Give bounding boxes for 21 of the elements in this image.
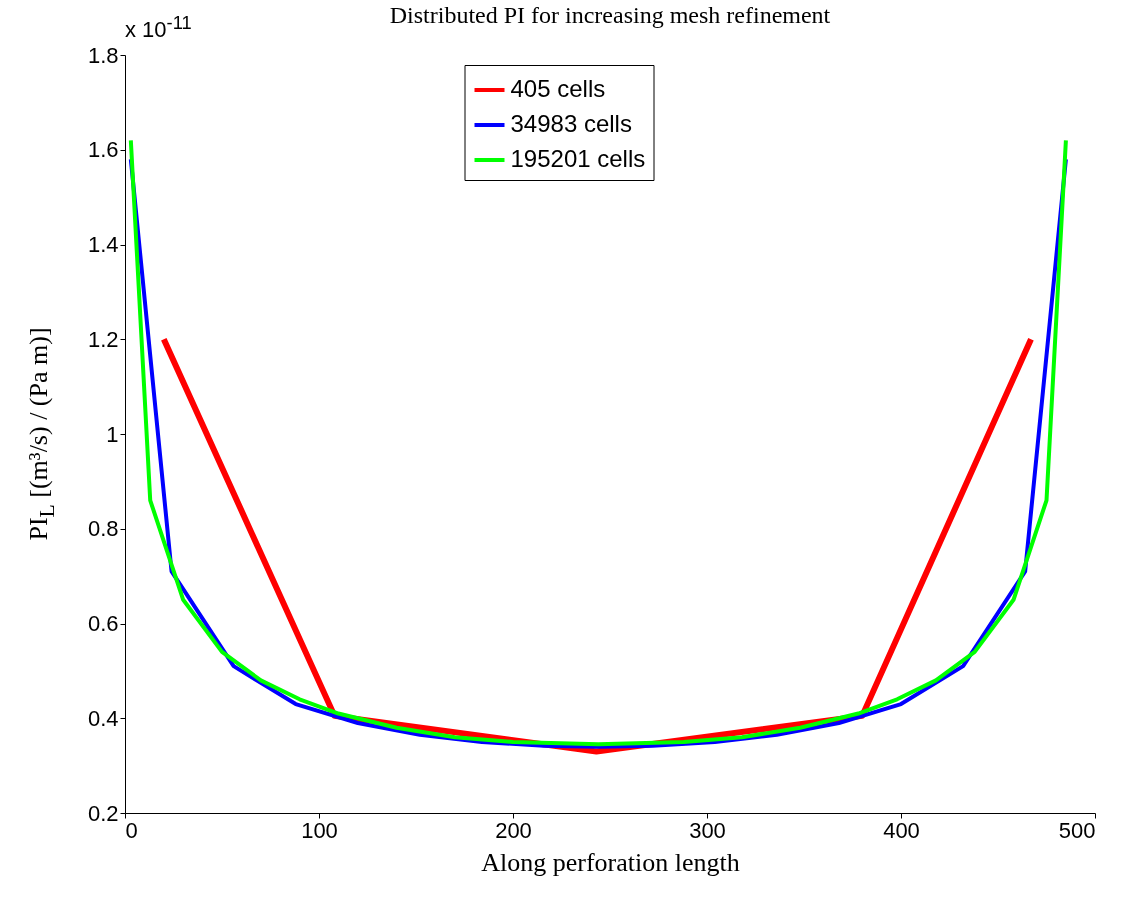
y-tick-label: 1.6 <box>87 137 119 163</box>
x-tick-label: 400 <box>883 817 920 843</box>
y-tick-label: 0.4 <box>87 705 119 731</box>
y-tick-label: 1.2 <box>87 326 119 352</box>
y-tick-label: 0.6 <box>87 611 119 636</box>
x-tick-label: 200 <box>495 817 532 843</box>
y-tick-label: 1 <box>106 421 119 447</box>
legend-label: 405 cells <box>510 75 606 102</box>
y-tick-label: 1.8 <box>87 42 119 68</box>
x-tick-label: 0 <box>125 817 138 843</box>
x-tick-label: 100 <box>301 817 338 843</box>
legend-label: 195201 cells <box>510 145 646 172</box>
y-tick-label: 0.2 <box>87 800 119 826</box>
y-tick-label: 0.8 <box>87 516 119 542</box>
y-tick-label: 1.4 <box>87 232 119 257</box>
text: x 10$^{-11}$ <box>125 12 192 44</box>
x-tick-label: 300 <box>689 817 726 843</box>
chart-title: Distributed PI for increasing mesh refinement <box>389 2 831 28</box>
x-tick-label: 500 <box>1058 817 1096 843</box>
legend-label: 34983 cells <box>510 110 632 137</box>
x-axis-title: Along perforation length <box>481 847 740 877</box>
